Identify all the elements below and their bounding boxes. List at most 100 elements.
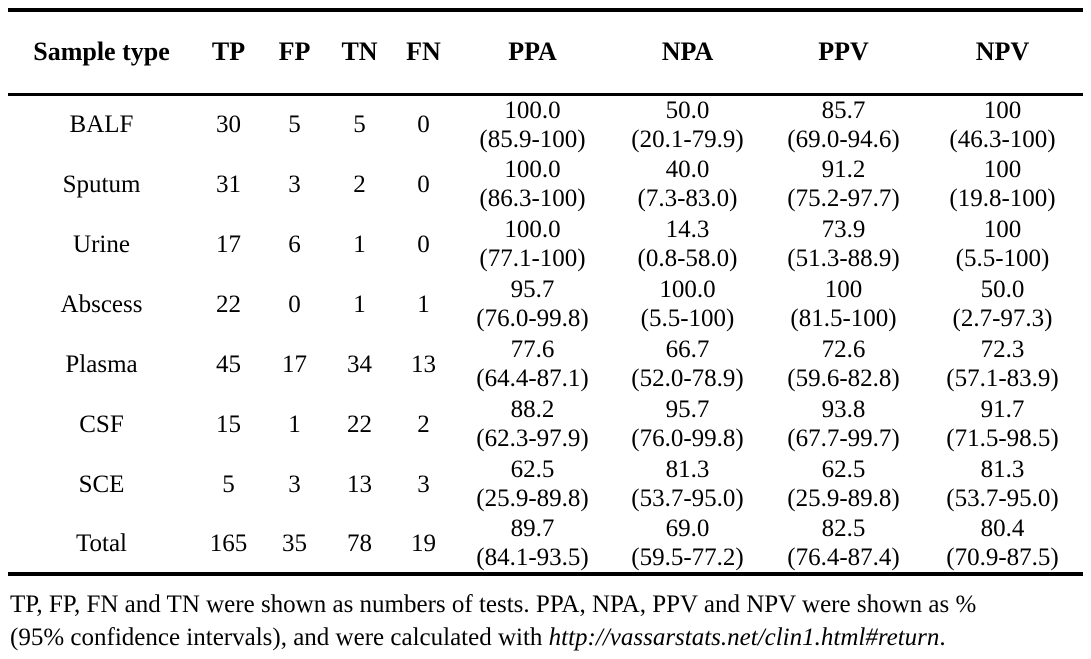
tn-cell: 22 — [347, 410, 372, 438]
ppa-value: 100.0 — [504, 216, 561, 243]
fp-cell: 5 — [288, 111, 301, 139]
npa-value: 69.0 — [665, 515, 710, 542]
fn-cell: 0 — [417, 111, 430, 139]
npv-confidence-interval: (70.9-87.5) — [946, 544, 1059, 571]
ppa-cell: 100.0 (86.3-100) — [455, 154, 610, 214]
tn-cell: 13 — [347, 470, 372, 498]
sample-type-cell: Plasma — [65, 350, 138, 378]
npv-cell: 80.4 (70.9-87.5) — [922, 514, 1083, 574]
table-row: Total 165 35 78 19 89.7 (84.1-93.5) 69.0… — [8, 514, 1083, 574]
fp-cell: 6 — [288, 230, 301, 258]
ppv-cell: 100 (81.5-100) — [765, 274, 922, 334]
ppv-confidence-interval: (76.4-87.4) — [787, 544, 900, 571]
npv-value: 91.7 — [980, 396, 1025, 423]
npv-cell: 72.3 (57.1-83.9) — [922, 334, 1083, 394]
sample-type-cell: Abscess — [60, 290, 143, 318]
ppv-value: 72.6 — [821, 336, 866, 363]
npv-confidence-interval: (71.5-98.5) — [946, 425, 1059, 452]
ppv-value: 93.8 — [821, 396, 866, 423]
ppa-value: 100.0 — [504, 96, 561, 124]
col-header-ppv: PPV — [765, 10, 922, 96]
ppv-value: 73.9 — [821, 216, 866, 243]
ppa-cell: 100.0 (85.9-100) — [455, 94, 610, 154]
npa-confidence-interval: (52.0-78.9) — [631, 365, 744, 392]
fp-cell: 1 — [288, 410, 301, 438]
ppa-cell: 89.7 (84.1-93.5) — [455, 514, 610, 574]
npa-confidence-interval: (53.7-95.0) — [631, 485, 744, 512]
ppv-confidence-interval: (81.5-100) — [790, 305, 897, 332]
ppa-confidence-interval: (86.3-100) — [479, 185, 586, 212]
table-row: SCE 5 3 13 3 62.5 (25.9-89.8) 81.3 (53.7… — [8, 454, 1083, 514]
ppa-cell: 100.0 (77.1-100) — [455, 214, 610, 274]
npa-confidence-interval: (59.5-77.2) — [631, 544, 744, 571]
fn-cell: 0 — [417, 230, 430, 258]
npa-cell: 14.3 (0.8-58.0) — [610, 214, 765, 274]
npv-value: 100 — [983, 96, 1022, 124]
npv-confidence-interval: (19.8-100) — [949, 185, 1056, 212]
ppv-cell: 73.9 (51.3-88.9) — [765, 214, 922, 274]
ppv-value: 82.5 — [821, 515, 866, 542]
npa-cell: 81.3 (53.7-95.0) — [610, 454, 765, 514]
fn-cell: 0 — [417, 170, 430, 198]
footnote-line1: TP, FP, FN and TN were shown as numbers … — [10, 591, 977, 618]
npa-value: 14.3 — [665, 216, 710, 243]
tp-cell: 165 — [209, 529, 248, 557]
fn-cell: 2 — [417, 410, 430, 438]
ppa-confidence-interval: (77.1-100) — [479, 245, 586, 272]
npa-confidence-interval: (76.0-99.8) — [631, 425, 744, 452]
npa-cell: 100.0 (5.5-100) — [610, 274, 765, 334]
ppa-cell: 88.2 (62.3-97.9) — [455, 394, 610, 454]
ppa-value: 88.2 — [510, 396, 555, 423]
fp-cell: 0 — [288, 290, 301, 318]
npv-confidence-interval: (57.1-83.9) — [946, 365, 1059, 392]
ppa-value: 100.0 — [504, 156, 561, 183]
npv-confidence-interval: (2.7-97.3) — [952, 305, 1053, 332]
sample-type-cell: CSF — [79, 410, 124, 438]
ppv-confidence-interval: (69.0-94.6) — [787, 125, 900, 153]
ppa-value: 62.5 — [510, 456, 555, 483]
npa-confidence-interval: (5.5-100) — [640, 305, 735, 332]
ppa-confidence-interval: (76.0-99.8) — [476, 305, 589, 332]
sample-type-cell: BALF — [69, 111, 134, 139]
fp-cell: 35 — [282, 529, 307, 557]
table-header: Sample type TP FP TN FN PPA NPA PPV NPV — [8, 10, 1083, 96]
tp-cell: 22 — [216, 290, 241, 318]
ppa-value: 89.7 — [510, 515, 555, 542]
tp-cell: 45 — [216, 350, 241, 378]
ppv-confidence-interval: (25.9-89.8) — [787, 485, 900, 512]
ppa-value: 95.7 — [510, 276, 555, 303]
ppv-confidence-interval: (59.6-82.8) — [787, 365, 900, 392]
npv-confidence-interval: (5.5-100) — [955, 245, 1050, 272]
fp-cell: 3 — [288, 170, 301, 198]
ppa-value: 77.6 — [510, 336, 555, 363]
col-header-npa: NPA — [610, 10, 765, 96]
results-table: Sample type TP FP TN FN PPA NPA PPV NPV … — [8, 8, 1083, 576]
sample-type-cell: Urine — [73, 230, 130, 258]
ppv-confidence-interval: (67.7-99.7) — [787, 425, 900, 452]
col-header-npv: NPV — [922, 10, 1083, 96]
ppv-cell: 85.7 (69.0-94.6) — [765, 94, 922, 154]
col-header-tp: TP — [195, 10, 262, 96]
col-header-fp: FP — [262, 10, 327, 96]
tp-cell: 30 — [216, 111, 241, 139]
npa-cell: 95.7 (76.0-99.8) — [610, 394, 765, 454]
npv-cell: 100 (46.3-100) — [922, 94, 1083, 154]
ppa-cell: 62.5 (25.9-89.8) — [455, 454, 610, 514]
tn-cell: 1 — [353, 230, 366, 258]
tp-cell: 15 — [216, 410, 241, 438]
npv-value: 80.4 — [980, 515, 1025, 542]
ppa-confidence-interval: (85.9-100) — [479, 125, 586, 153]
col-header-fn: FN — [392, 10, 455, 96]
fp-cell: 17 — [282, 350, 307, 378]
fn-cell: 3 — [417, 470, 430, 498]
npa-value: 50.0 — [665, 96, 710, 124]
npv-value: 50.0 — [980, 276, 1025, 303]
npv-cell: 50.0 (2.7-97.3) — [922, 274, 1083, 334]
tn-cell: 1 — [353, 290, 366, 318]
ppa-cell: 77.6 (64.4-87.1) — [455, 334, 610, 394]
npa-value: 66.7 — [665, 336, 710, 363]
npa-cell: 69.0 (59.5-77.2) — [610, 514, 765, 574]
tn-cell: 5 — [353, 111, 366, 139]
tn-cell: 34 — [347, 350, 372, 378]
